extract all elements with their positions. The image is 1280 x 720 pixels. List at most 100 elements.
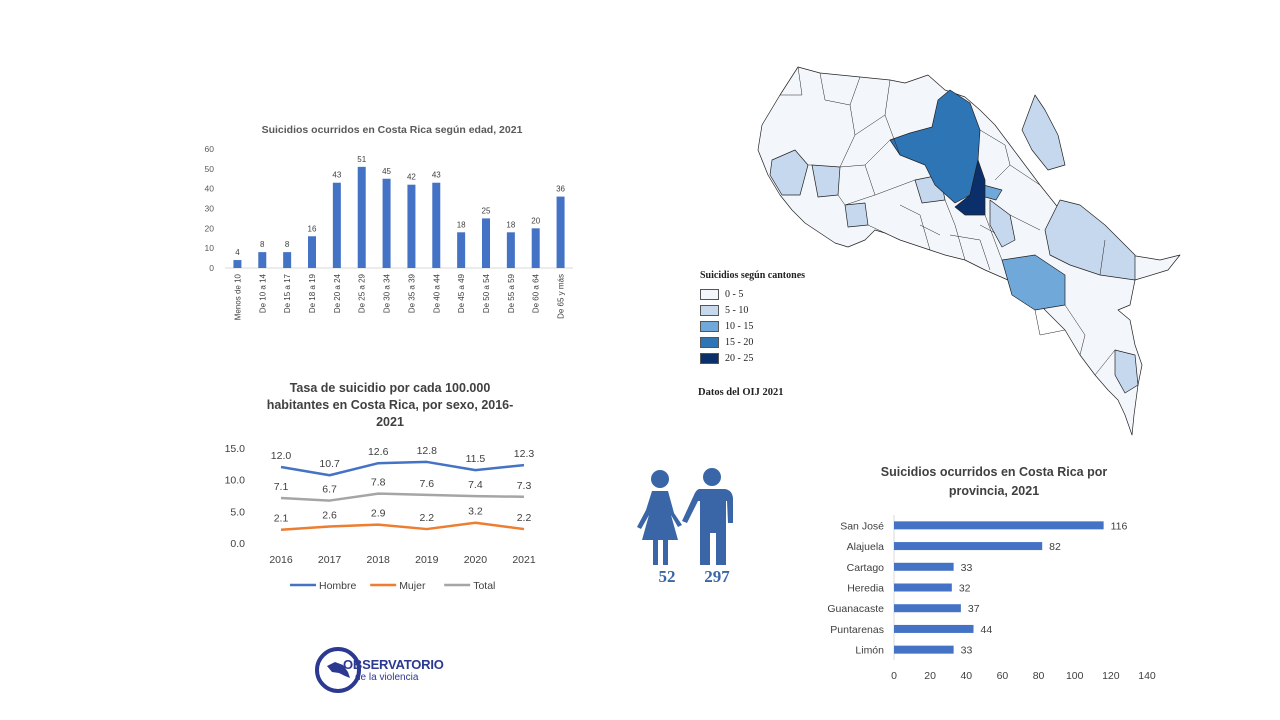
province-category-label: Alajuela	[847, 541, 885, 553]
province-bar-label: 116	[1111, 520, 1128, 532]
age-bar	[357, 166, 366, 268]
age-bar	[258, 252, 267, 268]
woman-icon	[637, 470, 682, 565]
province-x-tick: 140	[1138, 670, 1156, 682]
age-bar	[407, 184, 416, 268]
map-region-light-8	[1114, 349, 1139, 394]
line-series-total	[280, 492, 525, 502]
line-data-label: 12.6	[368, 446, 389, 458]
province-category-label: Cartago	[847, 562, 885, 574]
map-legend-swatch	[700, 288, 719, 300]
province-category-label: San José	[840, 520, 884, 532]
age-bar	[432, 182, 441, 268]
line-data-label: 7.8	[371, 477, 386, 489]
province-bar-label: 32	[959, 583, 971, 595]
age-x-tick: De 15 a 17	[283, 273, 292, 313]
province-category-label: Limón	[855, 645, 884, 657]
line-legend-label: Total	[473, 580, 495, 592]
age-bar	[233, 260, 242, 268]
line-y-tick: 5.0	[230, 506, 245, 518]
map-region-light-7	[989, 199, 1016, 248]
age-bar-label: 18	[457, 220, 466, 229]
age-bar-label: 43	[332, 171, 341, 180]
age-x-tick: Menos de 10	[233, 273, 242, 320]
age-y-tick: 30	[205, 204, 215, 214]
province-chart-title: Suicidios ocurridos en Costa Rica por pro…	[881, 465, 1108, 498]
age-bar	[556, 196, 565, 268]
age-x-tick: De 10 a 14	[258, 273, 267, 313]
map-legend-swatch	[700, 320, 719, 332]
age-bar-label: 16	[308, 224, 317, 233]
line-x-tick: 2019	[415, 554, 439, 566]
province-category-label: Heredia	[847, 583, 884, 595]
map-legend-label: 15 - 20	[725, 336, 754, 348]
province-bar	[894, 542, 1043, 551]
province-bar-label: 33	[961, 562, 973, 574]
line-data-label: 7.6	[419, 478, 434, 490]
province-x-tick: 120	[1102, 670, 1120, 682]
age-x-tick: De 60 a 64	[532, 273, 541, 313]
costa-rica-canton-map	[757, 66, 1181, 436]
line-data-label: 12.8	[417, 445, 438, 457]
province-bar-label: 33	[961, 645, 973, 657]
line-y-tick: 15.0	[225, 443, 246, 455]
province-category-label: Puntarenas	[830, 624, 884, 636]
age-bar	[506, 232, 515, 268]
age-bar	[457, 232, 466, 268]
age-bar-label: 51	[357, 155, 366, 164]
line-legend-label: Mujer	[399, 580, 426, 592]
age-x-tick: De 35 a 39	[407, 273, 416, 313]
line-data-label: 11.5	[466, 453, 486, 465]
age-y-tick: 10	[205, 243, 215, 253]
map-legend-item: 0 - 5	[700, 286, 805, 302]
map-legend-label: 0 - 5	[725, 288, 744, 300]
age-y-tick: 40	[205, 184, 215, 194]
age-bar-label: 42	[407, 173, 416, 182]
map-legend-item: 15 - 20	[700, 334, 805, 350]
map-legend-swatch	[700, 352, 719, 364]
age-bar-chart: Suicidios ocurridos en Costa Rica según …	[205, 124, 573, 320]
line-x-tick: 2018	[367, 554, 391, 566]
map-legend-title: Suicidios según cantones	[700, 270, 806, 281]
line-data-label: 7.3	[517, 480, 532, 492]
age-bar	[308, 236, 316, 268]
line-y-tick: 10.0	[225, 475, 246, 487]
province-bar-chart: Suicidios ocurridos en Costa Rica por pro…	[827, 465, 1156, 682]
line-data-label: 2.6	[322, 510, 337, 522]
line-data-label: 2.2	[419, 512, 434, 524]
map-region-light-6	[1044, 199, 1136, 281]
line-data-label: 12.0	[271, 450, 292, 462]
line-data-label: 7.4	[468, 479, 483, 491]
line-y-tick: 0.0	[230, 538, 245, 550]
province-x-tick: 100	[1066, 670, 1084, 682]
age-bar	[283, 252, 292, 268]
map-region-light-3	[844, 202, 869, 228]
province-bar-label: 44	[981, 624, 993, 636]
map-legend-swatch	[700, 336, 719, 348]
line-data-label: 12.3	[514, 448, 535, 460]
map-region-light-5	[1021, 94, 1066, 171]
province-x-tick: 0	[891, 670, 897, 682]
province-bar	[894, 521, 1104, 530]
map-legend-label: 20 - 25	[725, 352, 754, 364]
province-x-tick: 20	[924, 670, 936, 682]
observatorio-logo: OBSERVATORIO de la violencia	[315, 646, 450, 694]
map-legend-item: 10 - 15	[700, 318, 805, 334]
line-chart-title: Tasa de suicidio por cada 100.000 habitan…	[267, 381, 514, 429]
line-series-mujer	[280, 521, 525, 531]
province-bar	[894, 645, 954, 654]
logo-line1: OBSERVATORIO	[343, 657, 444, 672]
age-chart-title: Suicidios ocurridos en Costa Rica según …	[262, 124, 523, 136]
map-source-note: Datos del OIJ 2021	[698, 387, 784, 398]
province-category-label: Guanacaste	[827, 603, 884, 615]
rate-line-chart: Tasa de suicidio por cada 100.000 habitan…	[225, 381, 536, 592]
age-x-tick: De 25 a 29	[358, 273, 367, 313]
province-bar-label: 82	[1049, 541, 1061, 553]
age-x-tick: De 18 a 19	[308, 273, 317, 313]
age-bar-label: 4	[235, 248, 240, 257]
line-data-label: 3.2	[468, 506, 483, 518]
age-x-tick: De 65 y más	[557, 274, 566, 319]
province-bar	[894, 604, 961, 613]
age-y-tick: 20	[205, 223, 215, 233]
line-data-label: 2.9	[371, 508, 386, 520]
